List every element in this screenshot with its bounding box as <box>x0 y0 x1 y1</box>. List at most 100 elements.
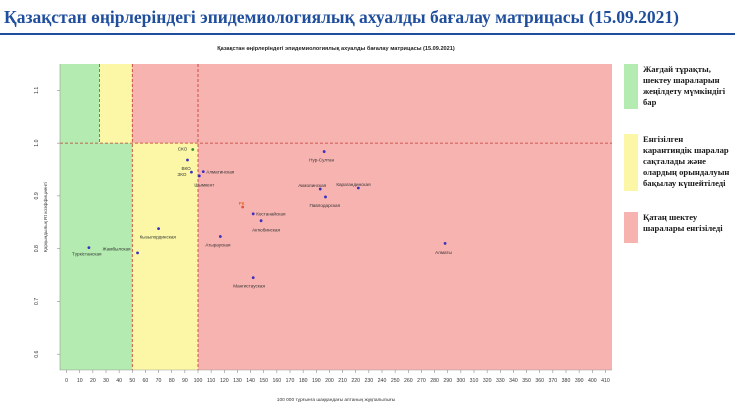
x-tick-label: 30 <box>103 378 109 384</box>
data-point-label: Мангистауская <box>233 283 265 288</box>
x-tick-label: 50 <box>129 378 135 384</box>
data-point-label: РК <box>239 201 245 206</box>
data-point-label: Алматинская <box>206 169 235 174</box>
x-tick-label: 180 <box>299 378 308 384</box>
data-point <box>322 150 326 153</box>
x-tick-label: 240 <box>378 378 387 384</box>
x-tick-label: 400 <box>588 378 597 384</box>
x-tick-label: 90 <box>182 378 188 384</box>
data-point-label: Жамбылская <box>103 247 132 252</box>
x-tick-label: 120 <box>220 378 229 384</box>
legend-swatch-red <box>624 212 638 243</box>
y-tick-label: 1.0 <box>34 139 40 146</box>
x-tick-label: 150 <box>259 378 268 384</box>
x-tick-label: 100 <box>194 378 203 384</box>
data-point-label: Нур-Султан <box>309 157 334 162</box>
data-point <box>259 219 263 223</box>
y-tick-label: 0.7 <box>34 298 40 305</box>
page-title: Қазақстан өңірлеріндегі эпидемиологиялық… <box>4 7 679 27</box>
x-axis-label: 100 000 тұрғынға шаққандағы аптаның жұқп… <box>277 397 396 403</box>
zone-green-top <box>60 64 100 144</box>
x-tick-label: 220 <box>351 378 360 384</box>
data-point-label: Шымкент <box>194 183 215 188</box>
chart-title: Қазақстан өңірлеріндегі эпидемиологиялық… <box>217 46 455 52</box>
data-point-label: Павлодарская <box>309 203 340 208</box>
data-point-label: Алматы <box>435 250 452 255</box>
x-tick-label: 410 <box>601 378 610 384</box>
data-point <box>136 251 139 255</box>
x-tick-label: 70 <box>156 378 162 384</box>
data-point <box>190 170 193 174</box>
y-tick-label: 0.8 <box>34 245 40 252</box>
y-axis-label: Қарқындылық Rt коэффициенті <box>43 182 49 252</box>
x-tick-label: 200 <box>325 378 334 384</box>
legend-swatch-yellow <box>624 134 638 191</box>
data-point-label: Актюбинская <box>252 227 280 232</box>
data-point-label: Костанайская <box>256 211 286 217</box>
data-point <box>318 187 322 191</box>
x-tick-label: 250 <box>391 378 400 384</box>
data-point-label: Акмолинская <box>298 183 326 188</box>
data-point <box>324 195 327 199</box>
data-point-label: Атырауская <box>205 242 231 247</box>
data-point <box>241 205 245 209</box>
data-point <box>356 186 360 190</box>
zone-yellow <box>132 143 198 370</box>
data-point <box>443 241 447 245</box>
x-tick-label: 270 <box>417 378 426 384</box>
data-point <box>197 174 201 178</box>
data-point-label: СКО <box>178 146 188 151</box>
x-tick-label: 230 <box>365 378 374 384</box>
x-tick-label: 390 <box>575 378 584 384</box>
y-tick-label: 0.9 <box>34 192 40 199</box>
x-tick-label: 350 <box>522 378 531 384</box>
legend-text-red: Қатаң шектеу шаралары енгізіледі <box>643 212 723 233</box>
x-tick-label: 80 <box>169 378 175 384</box>
data-point <box>191 148 195 151</box>
x-tick-label: 160 <box>273 378 282 384</box>
title-divider <box>0 33 735 35</box>
data-point-label: Кызылординская <box>140 234 177 239</box>
x-tick-label: 330 <box>496 378 505 384</box>
x-tick-label: 40 <box>116 378 122 384</box>
x-tick-label: 190 <box>312 378 321 384</box>
y-tick-label: 0.6 <box>34 350 40 357</box>
data-point-label: ВКО <box>181 166 191 171</box>
x-tick-label: 380 <box>562 378 571 384</box>
x-tick-label: 260 <box>404 378 413 384</box>
legend-text-green: Жағдай тұрақты, шектеу шараларын жеңілде… <box>643 64 726 107</box>
x-tick-label: 280 <box>430 378 439 384</box>
data-point-label: Карагандинская <box>336 182 371 187</box>
x-tick-label: 340 <box>509 378 518 384</box>
legend-swatch-green <box>624 64 638 109</box>
data-point <box>186 158 189 162</box>
x-tick-label: 290 <box>443 378 452 384</box>
data-point-label: ЗКО <box>177 172 186 177</box>
x-tick-label: 110 <box>207 378 215 384</box>
zone-red-top-mid <box>132 64 198 144</box>
data-point <box>87 246 91 250</box>
x-tick-label: 170 <box>286 378 295 384</box>
data-point <box>251 276 255 280</box>
data-point <box>157 227 160 231</box>
x-tick-label: 60 <box>143 378 149 384</box>
data-point <box>251 212 255 216</box>
x-tick-label: 130 <box>233 378 242 384</box>
zone-yellow-top <box>99 64 133 144</box>
data-point <box>218 235 222 238</box>
x-tick-label: 320 <box>483 378 492 384</box>
data-point <box>201 170 205 174</box>
x-tick-label: 20 <box>90 378 96 384</box>
data-point-label: Түркістанская <box>72 251 102 256</box>
x-tick-label: 10 <box>77 378 83 384</box>
x-tick-label: 360 <box>535 378 544 384</box>
x-tick-label: 210 <box>338 378 347 384</box>
x-tick-label: 370 <box>549 378 558 384</box>
x-tick-label: 140 <box>246 378 255 384</box>
x-tick-label: 0 <box>65 378 68 384</box>
x-tick-label: 300 <box>457 378 466 384</box>
legend-text-yellow: Енгізілген карантиндік шаралар сақталады… <box>643 134 730 188</box>
y-tick-label: 1.1 <box>34 87 40 94</box>
x-tick-label: 310 <box>470 378 479 384</box>
